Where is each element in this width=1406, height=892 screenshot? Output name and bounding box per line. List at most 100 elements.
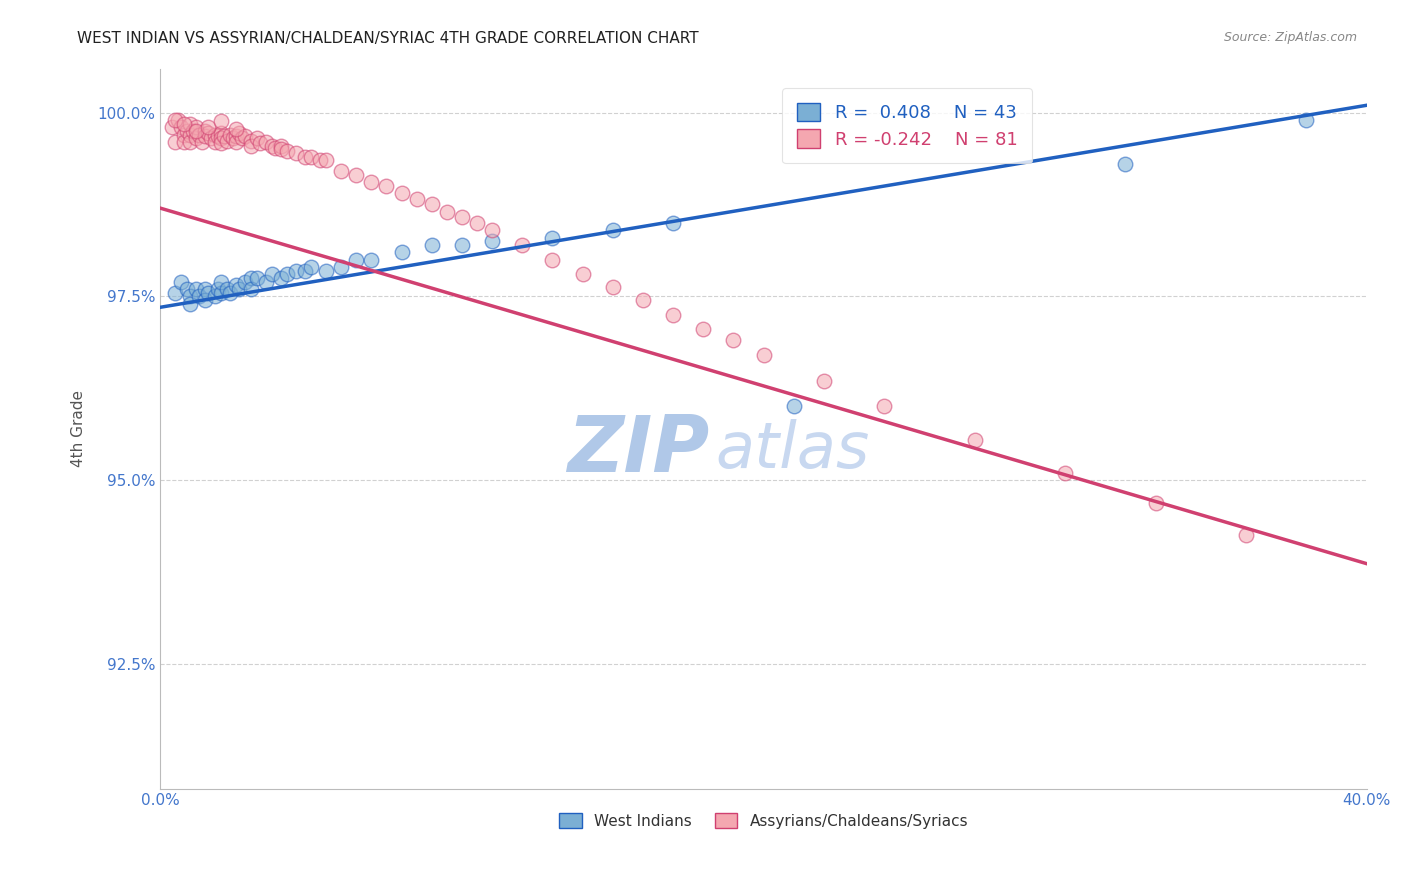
Point — [330, 260, 353, 274]
Point — [436, 204, 458, 219]
Point — [179, 117, 201, 131]
Point — [186, 282, 208, 296]
Point — [186, 124, 208, 138]
Point — [294, 150, 316, 164]
Point — [294, 263, 316, 277]
Point — [215, 282, 238, 296]
Point — [204, 135, 226, 149]
Point — [541, 230, 564, 244]
Point — [239, 271, 262, 285]
Point — [209, 131, 232, 145]
Text: WEST INDIAN VS ASSYRIAN/CHALDEAN/SYRIAC 4TH GRADE CORRELATION CHART: WEST INDIAN VS ASSYRIAN/CHALDEAN/SYRIAC … — [77, 31, 699, 46]
Point — [450, 237, 472, 252]
Point — [239, 138, 262, 153]
Point — [173, 117, 195, 131]
Point — [188, 128, 211, 142]
Point — [284, 263, 307, 277]
Point — [200, 131, 222, 145]
Point — [481, 223, 503, 237]
Point — [782, 400, 804, 414]
Point — [218, 285, 240, 300]
Point — [215, 134, 238, 148]
Point — [167, 112, 190, 127]
Point — [692, 322, 714, 336]
Point — [752, 348, 775, 362]
Point — [239, 282, 262, 296]
Point — [194, 124, 217, 138]
Point — [176, 124, 198, 138]
Point — [299, 260, 322, 274]
Point — [315, 263, 337, 277]
Point — [246, 131, 269, 145]
Point — [209, 275, 232, 289]
Point — [254, 135, 277, 149]
Point — [662, 308, 685, 322]
Point — [315, 153, 337, 168]
Text: ZIP: ZIP — [567, 412, 709, 488]
Point — [204, 128, 226, 142]
Point — [225, 129, 247, 144]
Point — [225, 121, 247, 136]
Point — [194, 129, 217, 144]
Point — [510, 237, 533, 252]
Point — [330, 164, 353, 178]
Point — [176, 282, 198, 296]
Point — [209, 285, 232, 300]
Point — [179, 289, 201, 303]
Point — [191, 135, 214, 149]
Point — [723, 334, 745, 348]
Point — [873, 400, 896, 414]
Point — [165, 135, 187, 149]
Point — [360, 175, 382, 189]
Point — [239, 134, 262, 148]
Point — [1144, 496, 1167, 510]
Point — [276, 144, 298, 158]
Point — [631, 293, 654, 307]
Point — [186, 131, 208, 145]
Point — [391, 245, 413, 260]
Point — [225, 135, 247, 149]
Point — [344, 252, 367, 267]
Point — [391, 186, 413, 201]
Point — [209, 126, 232, 140]
Point — [209, 114, 232, 128]
Point — [481, 234, 503, 248]
Point — [405, 192, 427, 206]
Point — [173, 128, 195, 142]
Point — [179, 128, 201, 142]
Y-axis label: 4th Grade: 4th Grade — [72, 390, 86, 467]
Point — [165, 285, 187, 300]
Point — [1054, 466, 1077, 480]
Point — [233, 275, 256, 289]
Point — [249, 136, 271, 151]
Point — [270, 142, 292, 156]
Point — [260, 267, 283, 281]
Point — [170, 275, 193, 289]
Point — [197, 120, 219, 135]
Point — [270, 271, 292, 285]
Point — [170, 120, 193, 135]
Point — [179, 296, 201, 310]
Point — [602, 223, 624, 237]
Point — [260, 138, 283, 153]
Point — [276, 267, 298, 281]
Point — [813, 374, 835, 388]
Point — [1295, 112, 1317, 127]
Point — [221, 131, 243, 145]
Legend: West Indians, Assyrians/Chaldeans/Syriacs: West Indians, Assyrians/Chaldeans/Syriac… — [553, 806, 974, 835]
Point — [420, 237, 443, 252]
Point — [197, 126, 219, 140]
Point — [662, 216, 685, 230]
Point — [450, 210, 472, 224]
Point — [207, 129, 229, 144]
Point — [194, 282, 217, 296]
Point — [179, 135, 201, 149]
Point — [420, 197, 443, 211]
Point — [173, 135, 195, 149]
Point — [246, 271, 269, 285]
Point — [165, 112, 187, 127]
Point — [270, 138, 292, 153]
Point — [254, 275, 277, 289]
Point — [231, 131, 253, 145]
Point — [309, 153, 332, 168]
